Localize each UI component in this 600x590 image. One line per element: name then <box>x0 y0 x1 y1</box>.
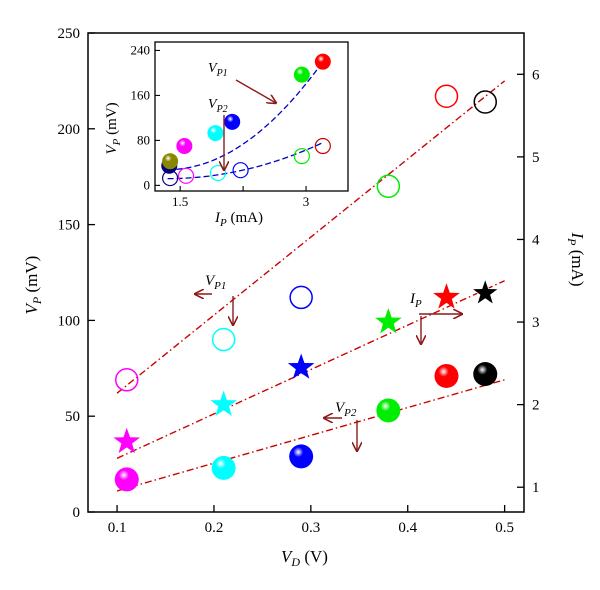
main-plot: 0.1 0.2 0.3 0.4 0.5 0 50 100 150 200 250 1 2 3 4 5 6 VD (… <box>22 26 587 569</box>
y-left-tick-label: 50 <box>65 409 80 425</box>
inset-x-tick-label: 3 <box>303 194 310 209</box>
inset-point-vp2 <box>162 169 179 187</box>
inset-y-tick-label: 160 <box>131 87 151 102</box>
inset-annotation-vp1: VP1 <box>208 61 228 79</box>
y-left-axis-label: VP (mV) <box>22 256 44 315</box>
y-left-tick-label: 250 <box>58 26 81 42</box>
point-vp2 <box>376 398 401 423</box>
inset-y-tick-label: 240 <box>131 42 151 57</box>
y-right-tick-label: 2 <box>532 398 540 414</box>
inset-point-vp1 <box>314 53 331 70</box>
point-vp2 <box>434 363 459 388</box>
y-left-tick-label: 150 <box>58 218 81 234</box>
fit-line-vp2 <box>116 379 505 492</box>
inset-frame <box>154 41 349 192</box>
x-tick-label: 0.4 <box>398 520 417 536</box>
fit-line-vp1 <box>116 80 506 394</box>
point-ip <box>113 427 141 454</box>
point-vp1 <box>473 90 497 114</box>
inset-y-tick-label: 80 <box>137 132 150 147</box>
y-right-axis-label: IP (mA) <box>565 232 587 287</box>
x-tick-label: 0.2 <box>205 520 224 536</box>
y-right-tick-label: 3 <box>532 315 540 331</box>
y-right-tick-label: 6 <box>532 67 540 83</box>
inset-point-vp2 <box>177 167 195 184</box>
inset-point-vp1 <box>176 138 193 155</box>
annotation-vp2: VP2 <box>335 400 357 419</box>
x-axis-label: VD (V) <box>281 547 328 569</box>
point-vp1 <box>211 327 236 352</box>
point-vp1 <box>376 174 401 199</box>
y-right-tick-label: 1 <box>532 480 540 496</box>
annotation-vp1: VP1 <box>205 273 226 292</box>
y-right-tick-label: 5 <box>532 150 540 166</box>
point-ip <box>287 353 315 379</box>
y-left-tick-label: 0 <box>73 505 81 521</box>
point-vp1 <box>289 285 313 310</box>
point-vp2 <box>473 362 498 387</box>
inset-point-vp1 <box>293 66 310 83</box>
x-tick-label: 0.3 <box>301 520 320 536</box>
inset-y-tick-label: 0 <box>144 177 151 192</box>
y-left-tick-label: 100 <box>58 313 81 329</box>
point-ip <box>375 308 402 334</box>
inset-fit-vp1 <box>167 61 324 171</box>
inset-annotation-arrow <box>235 79 276 103</box>
point-ip <box>433 283 460 309</box>
inset-point-vp2 <box>232 162 249 179</box>
main-plot-frame <box>87 32 525 513</box>
inset-point-vp1 <box>162 153 179 170</box>
y-left-tick-label: 200 <box>58 122 81 138</box>
inset-point-vp1 <box>224 113 241 130</box>
x-tick-label: 0.5 <box>495 520 514 536</box>
point-ip <box>470 277 500 306</box>
point-vp2 <box>114 467 139 492</box>
inset-point-vp1 <box>207 125 224 142</box>
x-tick-label: 0.1 <box>108 520 127 536</box>
point-vp2 <box>211 455 236 480</box>
inset-point-vp2 <box>314 137 331 155</box>
point-vp2 <box>289 444 314 469</box>
point-vp1 <box>115 368 139 392</box>
inset-plot: 1.5 3 0 80 160 240 IP (mA) VP (mV) VP1 VP2 <box>104 41 349 229</box>
inset-annotation-vp2: VP2 <box>208 97 228 115</box>
annotation-ip: IP <box>409 291 422 310</box>
fit-line-ip <box>116 280 505 459</box>
point-vp1 <box>434 84 459 108</box>
point-ip <box>210 390 237 416</box>
inset-x-tick-label: 1.5 <box>172 194 188 209</box>
inset-y-axis-label: VP (mV) <box>104 102 123 154</box>
inset-x-axis-label: IP (mA) <box>214 210 263 229</box>
inset-point-vp2 <box>209 164 227 182</box>
inset-point-vp2 <box>293 148 310 165</box>
y-right-tick-label: 4 <box>532 232 540 248</box>
